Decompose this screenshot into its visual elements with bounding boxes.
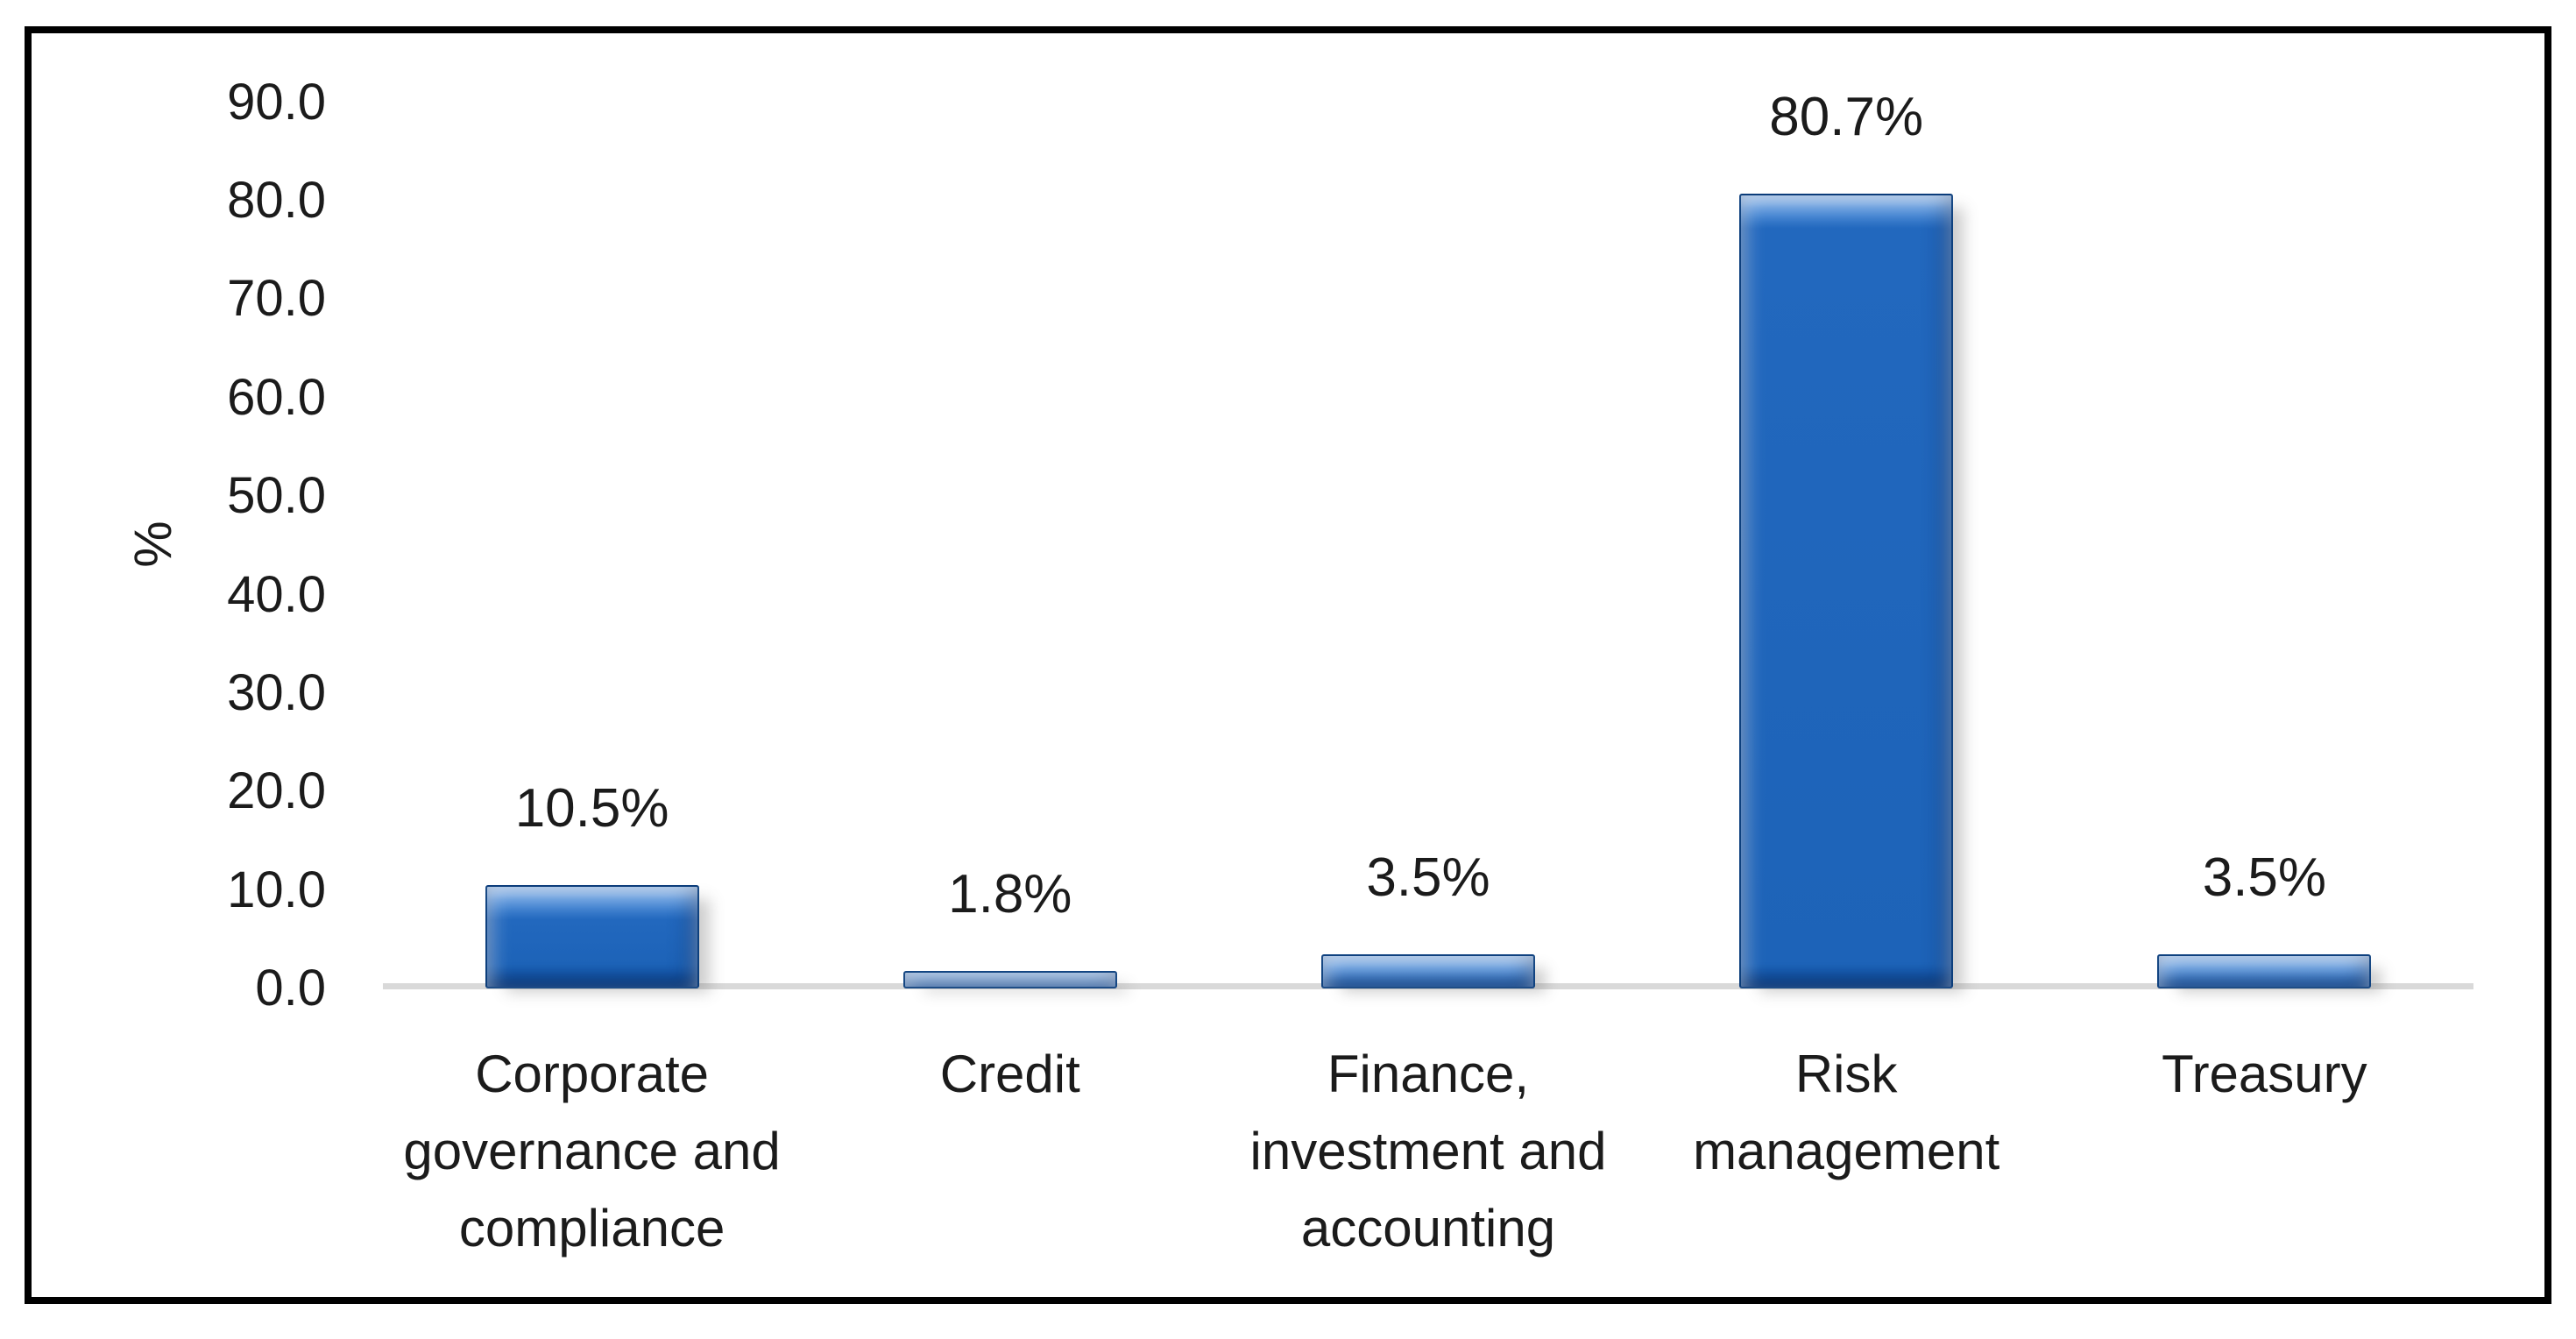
- data-label: 10.5%: [514, 778, 669, 840]
- y-axis-tick-label: 90.0: [227, 73, 326, 131]
- y-axis-tick-label: 40.0: [227, 565, 326, 623]
- y-axis-tick-label: 0.0: [255, 960, 326, 1017]
- category-label: Finance, investment and accounting: [1249, 1045, 1607, 1258]
- category-label: Corporate governance and compliance: [403, 1045, 781, 1258]
- data-label: 3.5%: [1366, 847, 1490, 908]
- bar: [1739, 194, 1954, 988]
- y-axis-tick-label: 20.0: [227, 762, 326, 820]
- data-label: 3.5%: [2202, 847, 2327, 908]
- bar: [902, 970, 1117, 988]
- data-label: 1.8%: [948, 863, 1072, 925]
- chart-frame: [25, 26, 2551, 1304]
- y-axis-tick-label: 70.0: [227, 270, 326, 328]
- y-axis-tick-label: 10.0: [227, 861, 326, 918]
- y-axis-tick-label: 60.0: [227, 368, 326, 426]
- y-axis-tick-label: 30.0: [227, 663, 326, 721]
- data-label: 80.7%: [1769, 87, 1924, 148]
- bar: [1321, 953, 1535, 988]
- category-label: Treasury: [2162, 1045, 2367, 1103]
- category-label: Credit: [939, 1045, 1080, 1103]
- category-label: Risk management: [1693, 1045, 2000, 1180]
- bar: [2157, 953, 2372, 988]
- y-axis-tick-label: 80.0: [227, 172, 326, 230]
- bar: [485, 885, 699, 988]
- y-axis-tick-label: 50.0: [227, 467, 326, 525]
